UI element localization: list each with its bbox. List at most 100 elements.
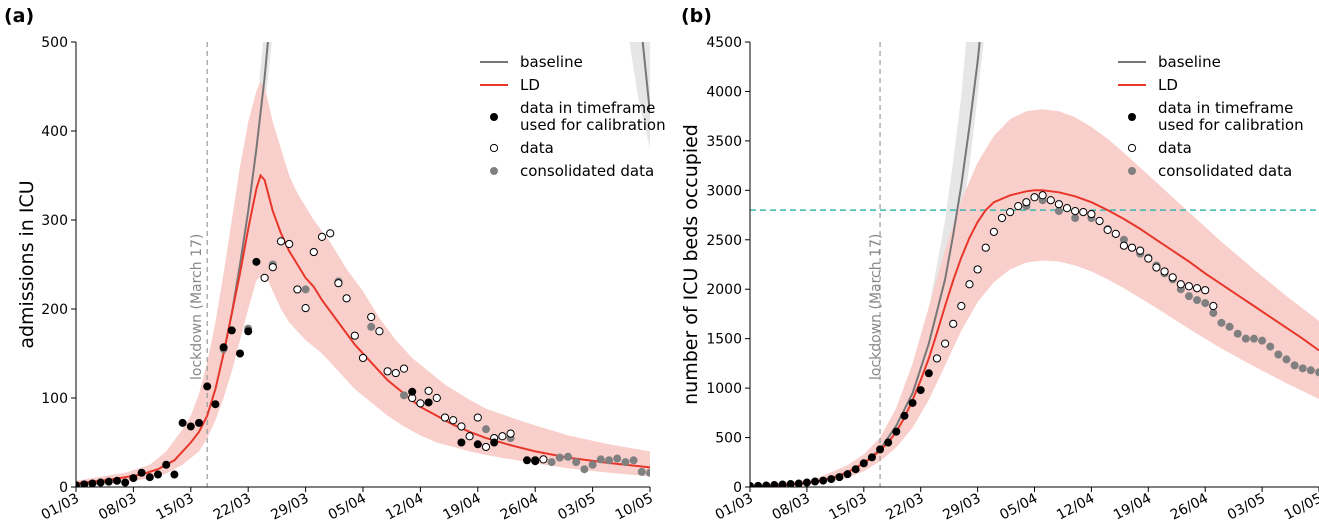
legend-marker [490,167,498,175]
calibration-data-point [827,475,836,484]
calibration-data-point [203,382,212,391]
legend-label-consolidated: consolidated data [1158,162,1292,180]
data-point [383,367,392,376]
consolidated-data-point [564,452,572,461]
calibration-data-point [811,477,820,486]
calibration-data-point [859,459,868,468]
data-point [981,243,990,252]
legend-marker [1128,113,1136,121]
data-point [1095,216,1104,226]
data-point [940,339,950,348]
consolidated-data-point [1315,368,1319,377]
data-point [301,304,310,313]
data-point [1176,280,1185,289]
y-tick-label: 0 [59,480,68,496]
legend-label-data: data [1158,139,1192,157]
consolidated-data-point [1274,350,1283,359]
panel-b-chart: 05001000150020002500300035004000450001/0… [680,5,1319,523]
y-tick-label: 4000 [706,84,742,100]
calibration-data-point [900,411,909,420]
y-axis-label: admissions in ICU [16,180,38,348]
calibration-data-point [195,418,203,427]
calibration-data-point [424,398,433,407]
legend-symbol-calib [490,113,498,121]
plot-area [750,42,1319,487]
consolidated-data-point [613,454,622,463]
calibration-data-point [145,473,154,482]
legend-label-line: data in timeframe [520,99,655,117]
x-tick-label: 22/03 [883,490,926,523]
data-point [334,279,343,288]
data-point [317,232,327,242]
consolidated-data-point [637,467,646,476]
calibration-data-point [778,480,787,487]
data-point [1192,284,1202,293]
data-point [1103,225,1112,234]
data-point [367,312,376,322]
calibration-data-point [523,456,531,465]
calibration-data-point [908,398,917,407]
legend-label-calib: data in timeframe used for calibration [520,99,666,134]
y-tick-label: 500 [715,431,742,447]
calibration-data-point [219,343,228,352]
data-point [989,227,998,236]
legend-label-ld: LD [1158,76,1178,94]
consolidated-data-point [555,453,564,462]
legend-label-data: data [520,139,554,157]
calibration-data-point [154,470,162,479]
legend-label-calib: data in timeframe used for calibration [1158,99,1304,134]
x-tick-label: 12/04 [383,490,426,523]
legend-marker [1127,143,1137,153]
data-point [498,432,507,441]
panel-label: (a) [4,5,34,27]
x-tick-label: 10/05 [613,490,656,523]
data-point [260,273,269,282]
y-tick-label: 2000 [706,282,742,298]
x-tick-label: 03/05 [555,490,598,523]
data-point [949,319,958,328]
calibration-data-point [884,438,893,447]
legend: baseline LD data in timeframe used for cali… [1118,53,1304,180]
data-point [432,393,441,403]
panel-label: (b) [681,5,712,27]
consolidated-data-point [1225,322,1234,331]
y-tick-label: 1500 [706,332,742,348]
x-tick-label: 19/04 [1111,490,1154,523]
calibration-data-point [770,481,779,487]
consolidated-data-point [367,322,376,331]
data-point [1111,229,1120,238]
calibration-data-point [916,386,925,395]
x-tick-label: 08/03 [96,490,139,523]
consolidated-data-point [1258,336,1267,345]
data-point [358,353,368,363]
data-point [440,413,450,422]
consolidated-data-point [1266,342,1275,351]
calibration-data-point [802,478,811,487]
ld-band [750,109,1319,487]
x-tick-label: 05/04 [326,490,369,523]
data-point [957,301,966,311]
y-axis-label: number of ICU beds occupied [680,124,702,405]
data-point [539,455,548,464]
x-tick-label: 15/03 [827,490,870,523]
calibration-data-point [819,476,828,485]
y-tick-label: 4500 [706,35,742,51]
calibration-data-point [129,474,138,483]
data-point [424,386,433,395]
data-point [457,422,466,431]
consolidated-data-point [605,456,613,465]
x-tick-label: 10/05 [1282,490,1319,523]
data-point [293,285,302,294]
legend-label-line: used for calibration [1158,116,1304,134]
calibration-data-point [762,481,771,487]
x-tick-label: 29/03 [940,490,983,523]
calibration-data-point [121,478,130,487]
calibration-data-point [170,470,179,479]
data-point [268,263,277,272]
y-tick-label: 100 [41,391,68,407]
legend-label-line: data in timeframe [1158,99,1293,117]
x-tick-label: 29/03 [268,490,311,523]
ld-band [76,82,650,487]
x-tick-label: 15/03 [154,490,197,523]
